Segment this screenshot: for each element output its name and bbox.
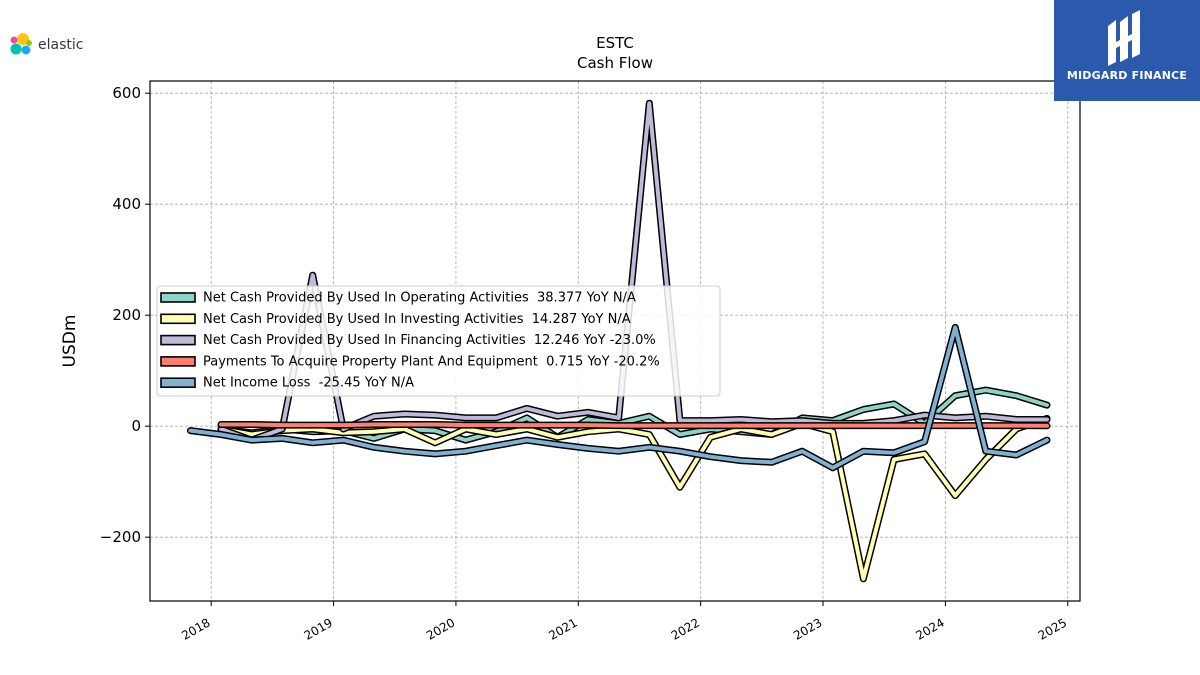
legend-entry: Net Cash Provided By Used In Operating A… [203, 291, 636, 306]
chart-title: ESTC [596, 34, 634, 52]
y-axis-label: USDm [60, 315, 80, 368]
x-tick-label: 2023 [791, 615, 824, 642]
midgard-logo-text: MIDGARD FINANCE [1066, 69, 1188, 82]
x-axis: 2018 2019 2020 2021 2022 2023 2024 2025 [179, 601, 1069, 643]
legend-swatch [160, 377, 196, 389]
legend-entry: Net Cash Provided By Used In Investing A… [203, 312, 631, 327]
series-1 [217, 414, 1051, 583]
x-tick-label: 2018 [179, 615, 212, 642]
midgard-logo-mark-icon [1108, 10, 1140, 66]
series-line [188, 325, 1049, 470]
y-tick-label: 0 [131, 417, 141, 435]
plot-frame [149, 80, 1081, 602]
x-tick-label: 2025 [1036, 615, 1069, 642]
legend-swatch [160, 313, 196, 325]
elastic-logo-icon [10, 33, 32, 55]
x-tick-label: 2019 [302, 615, 335, 642]
midgard-finance-logo: MIDGARD FINANCE [1054, 0, 1200, 101]
x-tick-label: 2024 [913, 615, 946, 642]
elastic-logo-text: elastic [38, 37, 84, 53]
x-tick-label: 2021 [546, 615, 579, 642]
legend-swatch [160, 292, 196, 303]
elastic-logo: elastic [8, 32, 83, 58]
y-tick-label: 600 [112, 84, 141, 102]
legend-swatch [160, 356, 196, 367]
legend: Net Cash Provided By Used In Operating A… [156, 285, 721, 397]
y-tick-label: 400 [112, 195, 141, 213]
chart-subtitle: Cash Flow [577, 54, 653, 72]
legend-box [156, 285, 721, 397]
series-4 [186, 323, 1051, 472]
legend-entry: Payments To Acquire Property Plant And E… [203, 354, 660, 369]
series-3 [217, 421, 1051, 430]
y-tick-label: −200 [100, 528, 141, 546]
y-axis: −200 0 200 400 600 [100, 84, 150, 546]
y-tick-label: 200 [112, 306, 141, 324]
series-layer [186, 99, 1051, 583]
series-line [219, 416, 1049, 581]
x-tick-label: 2022 [669, 615, 702, 642]
x-tick-label: 2020 [424, 615, 457, 642]
legend-entry: Net Income Loss -25.45 YoY N/A [203, 376, 414, 391]
legend-entry: Net Cash Provided By Used In Financing A… [203, 333, 656, 348]
legend-swatch [160, 334, 196, 346]
series-line [219, 422, 1049, 428]
